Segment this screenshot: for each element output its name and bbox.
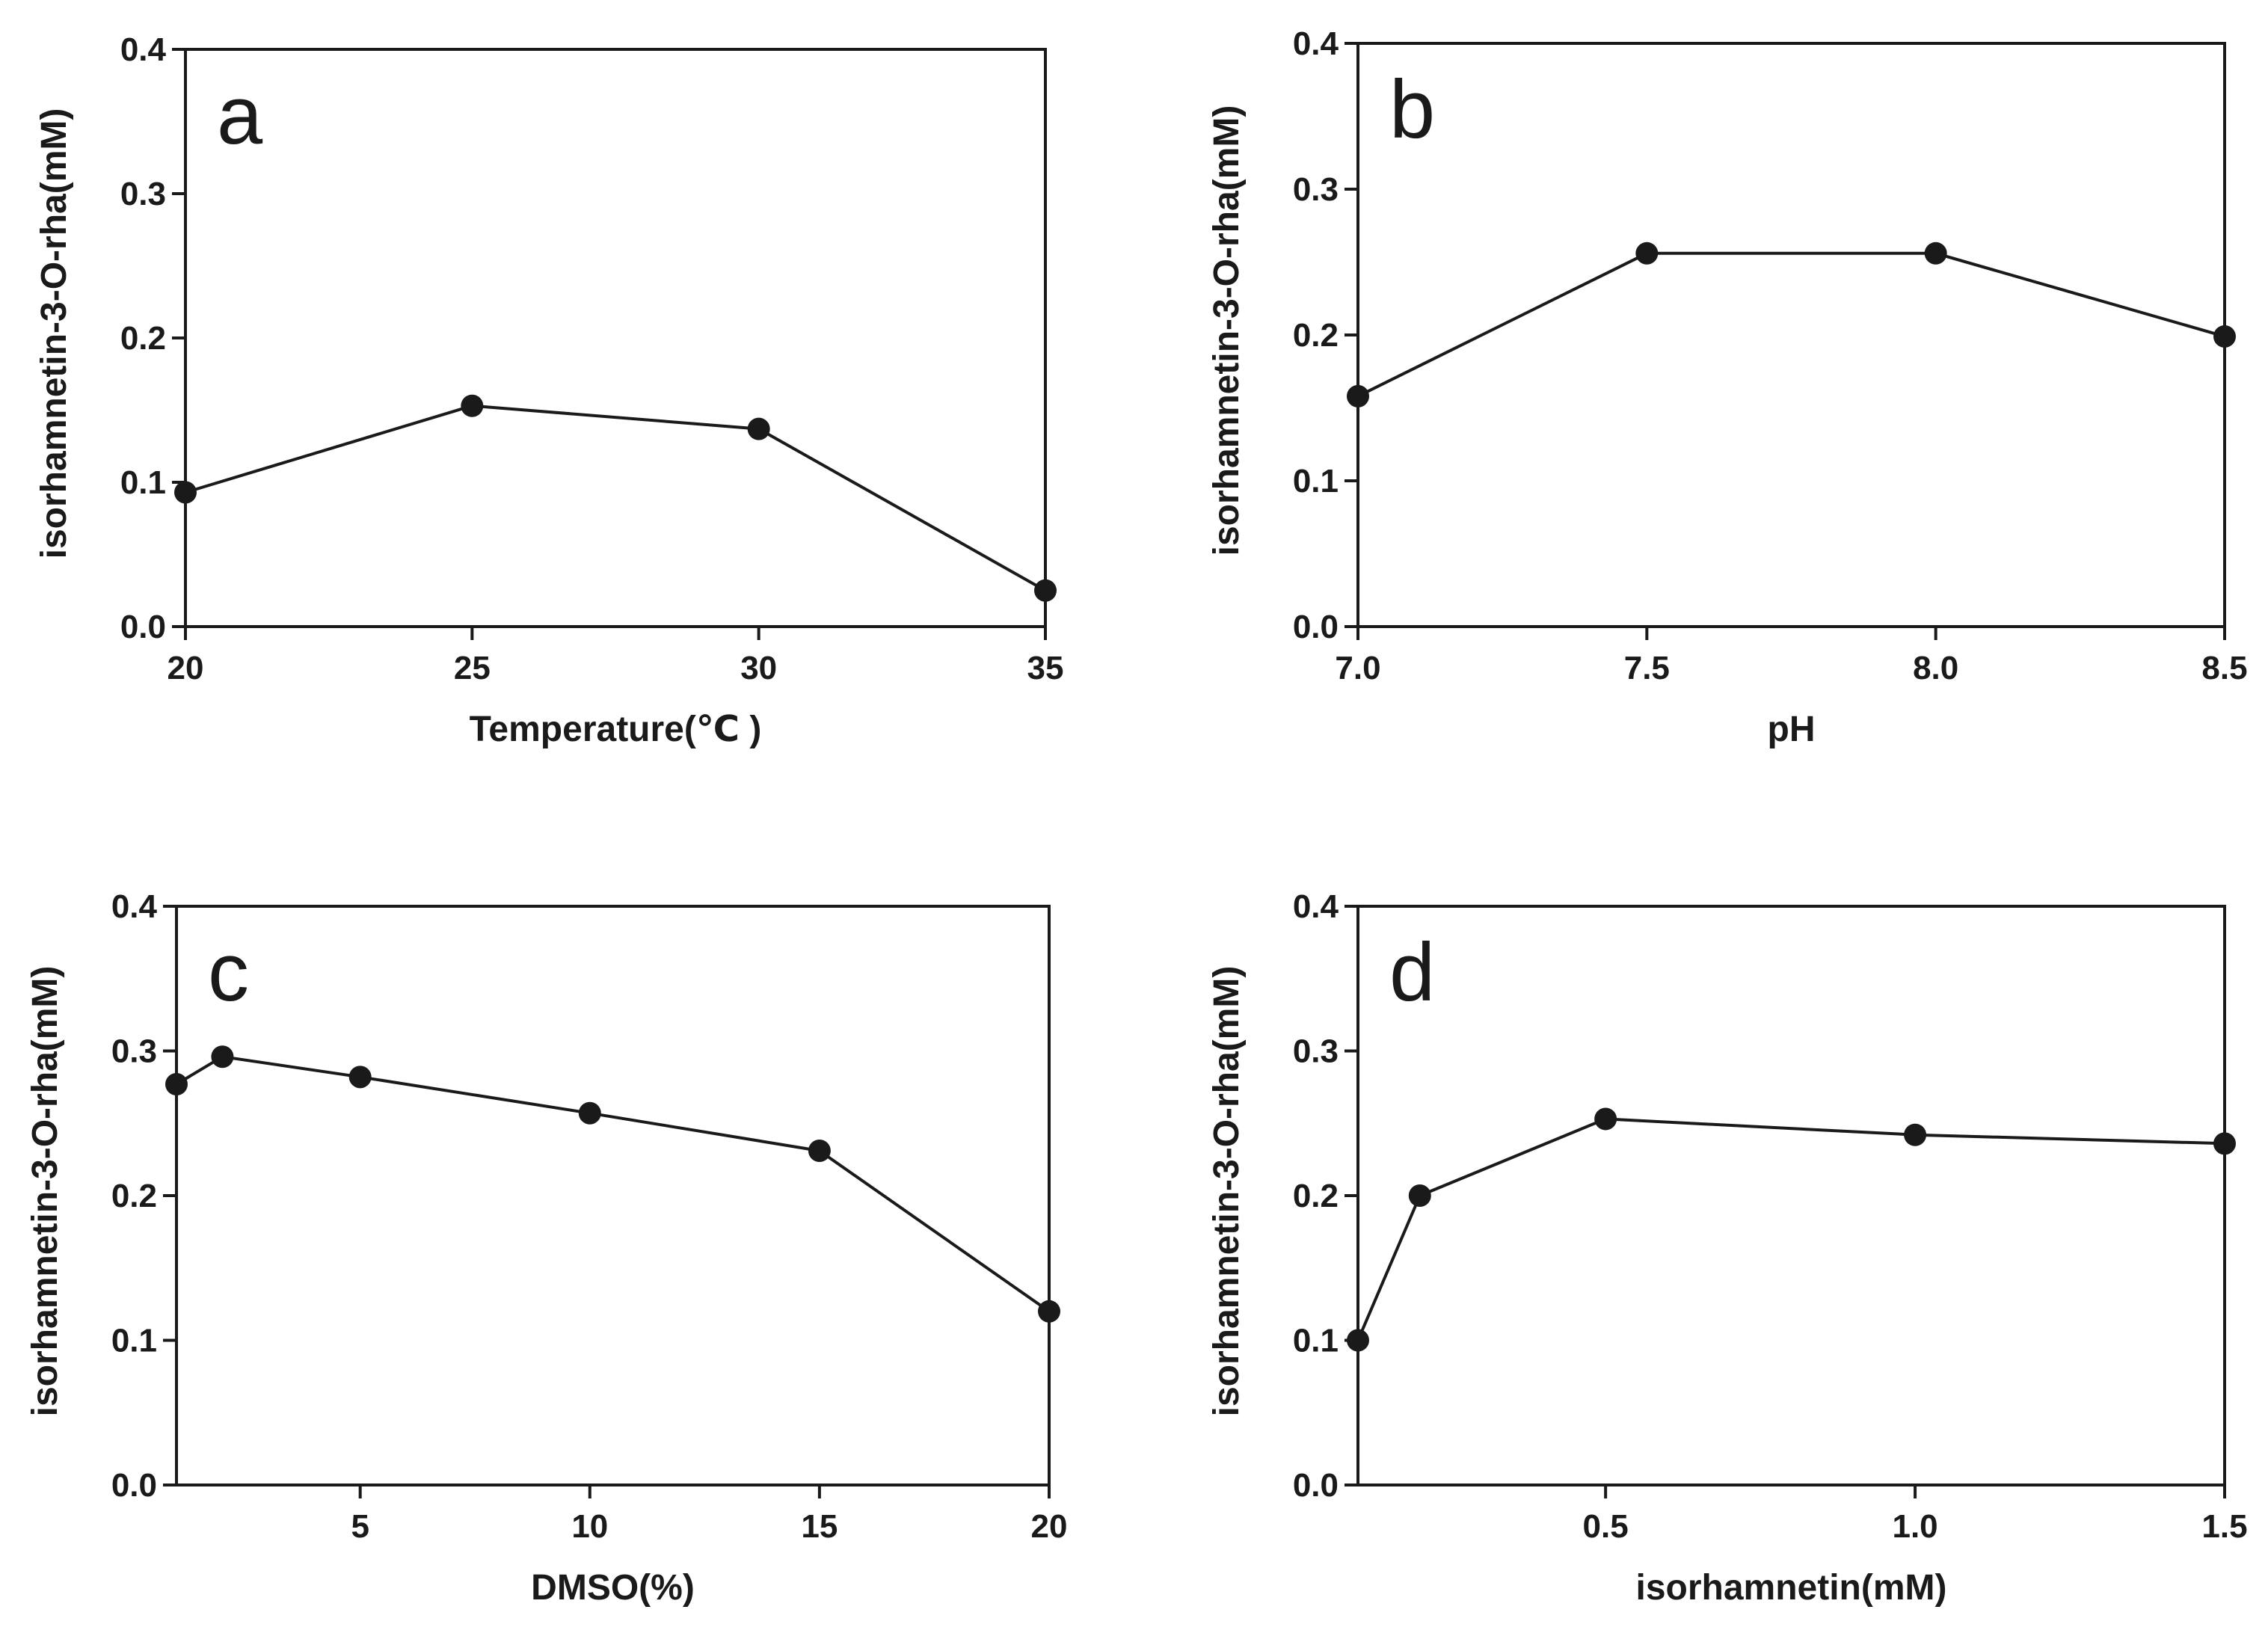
x-tick-label: 25	[454, 650, 491, 686]
x-tick-label: 20	[1031, 1508, 1068, 1545]
data-point	[1038, 1300, 1060, 1323]
data-point	[2213, 1132, 2236, 1155]
y-tick-label: 0.2	[111, 1178, 157, 1214]
x-tick-label: 7.0	[1335, 650, 1380, 686]
data-point	[747, 417, 770, 440]
data-point	[211, 1045, 234, 1069]
plot-frame	[175, 905, 1051, 1486]
y-tick-label: 0.3	[1293, 171, 1339, 208]
x-tick-label: 7.5	[1624, 650, 1670, 686]
x-tick-label: 35	[1027, 650, 1064, 686]
x-tick-label: 10	[571, 1508, 608, 1545]
data-point	[174, 481, 197, 504]
x-axis-title: isorhamnetin(mM)	[1635, 1568, 1946, 1608]
y-tick-label: 0.4	[1293, 888, 1339, 925]
y-tick-label: 0.1	[111, 1323, 157, 1359]
x-tick-label: 20	[168, 650, 204, 686]
data-point	[1347, 384, 1369, 408]
panel-label: d	[1389, 926, 1435, 1018]
x-tick-label: 5	[351, 1508, 369, 1545]
data-point	[2213, 325, 2236, 348]
data-point	[1408, 1184, 1431, 1207]
chart-panel-b: 0.0 0.1 0.2 0.3 0.4 7.0 7.5 8.0 8.5 pH isorhamneti…	[1207, 25, 2248, 749]
y-tick-label: 0.2	[120, 320, 166, 357]
chart-panel-c: 0.0 0.1 0.2 0.3 0.4 5 10 15 20 DMSO(%) isorhamneti…	[25, 888, 1067, 1608]
series-line	[175, 1055, 1051, 1313]
y-axis-title: isorhamnetin-3-O-rha(mM)	[1207, 105, 1247, 556]
plot-frame	[184, 48, 1047, 628]
y-tick-label: 0.0	[120, 609, 166, 645]
data-point	[1034, 579, 1057, 602]
x-tick-label: 1.0	[1892, 1508, 1937, 1545]
y-tick-label: 0.3	[111, 1033, 157, 1070]
data-point	[165, 1073, 188, 1096]
data-point	[1924, 242, 1947, 265]
y-tick-label: 0.1	[1293, 463, 1339, 499]
series-line	[1356, 1117, 2225, 1341]
chart-panel-a: 0.0 0.1 0.2 0.3 0.4 20 25 30 35 Temperature(℃ ) is…	[34, 31, 1063, 749]
x-tick-label: 15	[801, 1508, 838, 1545]
x-axis-title: pH	[1768, 710, 1816, 749]
x-tick-label: 0.5	[1583, 1508, 1629, 1545]
y-tick-label: 0.0	[111, 1467, 157, 1504]
data-point	[1594, 1107, 1617, 1131]
data-point	[461, 394, 484, 417]
plot-frame	[1356, 42, 2226, 628]
panel-label: a	[217, 70, 263, 162]
y-axis-title: isorhamnetin-3-O-rha(mM)	[34, 108, 74, 559]
panel-label: b	[1389, 64, 1435, 156]
data-point	[808, 1140, 831, 1163]
x-tick-label: 8.0	[1913, 650, 1958, 686]
y-tick-label: 0.0	[1293, 609, 1339, 645]
series-line	[185, 404, 1046, 592]
data-point	[348, 1066, 372, 1089]
y-tick-label: 0.3	[1293, 1033, 1339, 1070]
data-point	[1347, 1329, 1369, 1352]
y-tick-label: 0.2	[1293, 317, 1339, 354]
chart-panel-d: 0.0 0.1 0.2 0.3 0.4 0.5 1.0 1.5 isorhamnetin(mM)…	[1207, 888, 2248, 1608]
y-axis-title: isorhamnetin-3-O-rha(mM)	[1207, 966, 1247, 1417]
y-tick-label: 0.4	[111, 888, 158, 925]
y-axis-title: isorhamnetin-3-O-rha(mM)	[25, 966, 65, 1417]
x-tick-label: 30	[740, 650, 777, 686]
y-tick-label: 0.4	[120, 31, 167, 68]
x-tick-label: 8.5	[2201, 650, 2247, 686]
x-axis-title: DMSO(%)	[531, 1568, 695, 1608]
y-tick-label: 0.1	[1293, 1323, 1339, 1359]
data-point	[578, 1101, 601, 1125]
data-point	[1904, 1123, 1927, 1146]
y-tick-label: 0.3	[120, 176, 166, 212]
data-point	[1635, 242, 1659, 265]
y-tick-label: 0.2	[1293, 1178, 1339, 1214]
series-line	[1357, 251, 2225, 398]
y-tick-label: 0.0	[1293, 1467, 1339, 1504]
y-tick-label: 0.4	[1293, 25, 1339, 62]
panel-label: c	[208, 926, 249, 1018]
y-tick-label: 0.1	[120, 464, 166, 501]
x-tick-label: 1.5	[2201, 1508, 2247, 1545]
x-axis-title: Temperature(℃ )	[470, 710, 762, 749]
plot-frame	[1356, 905, 2226, 1486]
